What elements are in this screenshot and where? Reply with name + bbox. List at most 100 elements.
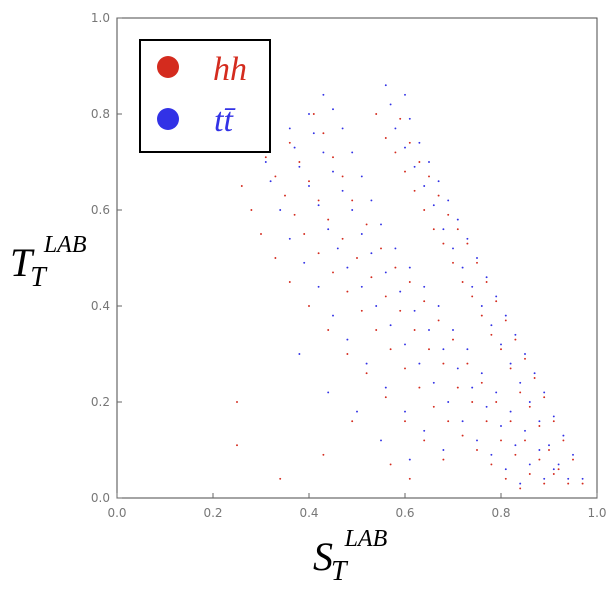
data-point-hh-32 [442, 242, 445, 245]
data-point-hh-27 [490, 333, 493, 336]
data-point-hh-65 [471, 401, 474, 403]
data-point-ttbar-29 [471, 285, 474, 288]
x-tick-label: 0.2 [203, 506, 222, 520]
data-point-ttbar-7 [514, 333, 517, 336]
data-point-hh-102 [404, 420, 406, 423]
data-point-ttbar-19 [404, 93, 406, 96]
data-point-ttbar-77 [322, 151, 325, 154]
data-point-hh-85 [447, 420, 450, 423]
x-axis-title-sub: T [331, 556, 349, 587]
data-point-hh-16 [428, 175, 430, 178]
data-point-hh-109 [274, 257, 277, 259]
data-point-ttbar-12 [466, 237, 469, 240]
data-point-ttbar-21 [548, 444, 550, 447]
data-point-ttbar-32 [442, 228, 445, 231]
data-point-hh-56 [341, 175, 344, 178]
data-point-ttbar-48 [452, 329, 454, 331]
data-point-ttbar-101 [423, 429, 426, 432]
y-tick-label: 0.0 [91, 491, 110, 505]
data-point-hh-69 [413, 329, 416, 331]
data-point-hh-55 [351, 199, 354, 202]
data-point-ttbar-105 [346, 338, 349, 341]
data-point-ttbar-28 [480, 305, 483, 307]
data-point-ttbar-78 [312, 132, 315, 135]
data-point-ttbar-10 [485, 276, 488, 279]
data-point-ttbar-102 [404, 410, 406, 413]
data-point-hh-2 [562, 439, 565, 442]
data-point-ttbar-38 [389, 103, 392, 106]
x-tick-label: 0.4 [299, 506, 318, 520]
data-point-hh-70 [399, 309, 402, 312]
data-point-ttbar-41 [552, 468, 555, 471]
data-point-ttbar-88 [404, 343, 406, 346]
data-point-ttbar-116 [327, 391, 330, 394]
data-point-hh-63 [500, 439, 502, 442]
data-point-hh-17 [418, 161, 421, 163]
data-point-ttbar-87 [418, 362, 421, 365]
data-point-hh-73 [356, 257, 358, 259]
data-point-ttbar-58 [332, 108, 334, 111]
data-point-ttbar-30 [461, 266, 464, 269]
data-point-hh-41 [552, 473, 555, 475]
data-point-ttbar-37 [394, 127, 397, 130]
data-point-ttbar-39 [384, 84, 387, 87]
y-tick-label: 0.8 [91, 107, 110, 121]
data-point-ttbar-46 [480, 372, 483, 375]
data-point-ttbar-61 [528, 463, 531, 466]
data-point-hh-49 [437, 319, 440, 322]
data-point-ttbar-60 [543, 477, 546, 480]
x-axis-title-main: S [313, 534, 333, 579]
y-tick-label: 0.2 [91, 395, 110, 409]
data-point-hh-66 [456, 386, 459, 389]
data-point-ttbar-56 [351, 151, 354, 154]
data-point-hh-116 [322, 453, 325, 456]
data-point-hh-90 [375, 329, 378, 331]
data-point-ttbar-13 [456, 218, 459, 221]
data-point-ttbar-93 [336, 247, 339, 250]
data-point-ttbar-4 [543, 391, 546, 394]
data-point-ttbar-54 [370, 199, 373, 202]
data-point-ttbar-26 [500, 343, 502, 346]
data-point-ttbar-66 [456, 367, 459, 370]
plot-area: 0.0 0.2 0.4 0.6 0.8 1.0 0.0 0.2 0.4 0.6 0.8 1.0 [91, 11, 607, 520]
data-point-ttbar-47 [466, 348, 469, 351]
data-point-ttbar-74 [351, 209, 354, 211]
data-point-ttbar-70 [399, 290, 402, 293]
data-point-hh-3 [552, 420, 555, 423]
data-point-ttbar-51 [408, 266, 411, 269]
data-point-ttbar-117 [356, 410, 358, 413]
data-point-hh-119 [408, 477, 411, 480]
data-point-ttbar-8 [504, 314, 507, 317]
series-hh [236, 113, 584, 490]
data-point-hh-82 [490, 463, 493, 466]
data-point-hh-24 [519, 391, 522, 394]
data-point-hh-95 [303, 233, 306, 235]
data-point-hh-88 [404, 367, 406, 370]
x-tick-label: 1.0 [587, 506, 606, 520]
data-point-hh-35 [413, 189, 416, 192]
data-point-hh-91 [360, 309, 363, 312]
data-point-hh-99 [264, 156, 267, 159]
ticks-layer: 0.0 0.2 0.4 0.6 0.8 1.0 0.0 0.2 0.4 0.6 0.8 1.0 [91, 11, 607, 520]
data-point-hh-92 [346, 290, 349, 293]
x-axis-title: ST LAB [313, 526, 388, 587]
data-point-ttbar-20 [557, 463, 560, 466]
data-point-ttbar-11 [476, 257, 478, 259]
data-point-hh-86 [432, 405, 435, 408]
data-point-hh-103 [384, 396, 387, 399]
data-point-ttbar-44 [509, 410, 512, 413]
data-point-ttbar-3 [552, 415, 555, 418]
data-point-ttbar-100 [442, 449, 445, 451]
x-tick-label: 0.8 [491, 506, 510, 520]
data-point-hh-59 [312, 113, 315, 115]
data-point-ttbar-85 [447, 401, 450, 403]
y-axis-title: TT LAB [10, 232, 87, 293]
x-axis-title-sup: LAB [344, 526, 388, 552]
data-point-ttbar-64 [485, 405, 488, 408]
y-axis-title-sup: LAB [43, 232, 87, 258]
data-point-hh-19 [399, 117, 402, 120]
data-point-hh-71 [384, 295, 387, 298]
data-point-ttbar-55 [360, 175, 363, 178]
data-point-hh-89 [389, 348, 392, 351]
